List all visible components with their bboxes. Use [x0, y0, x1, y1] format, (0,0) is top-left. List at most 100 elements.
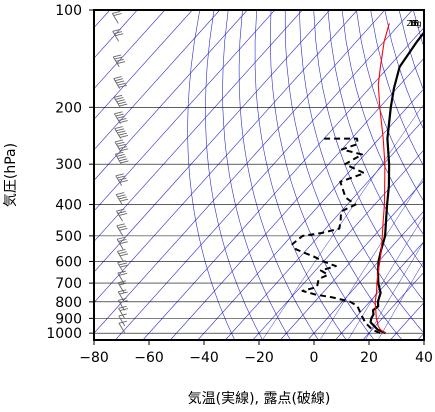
x-tick-label: 20 [360, 350, 378, 366]
mixing-ratio-label: 20g [406, 19, 421, 28]
isotherm-line [280, 179, 424, 340]
barb-feather [115, 173, 124, 177]
barb-staff [117, 272, 125, 284]
barb-feather [118, 177, 127, 181]
parcel-line [374, 23, 390, 334]
barb-feather [116, 141, 125, 145]
barb-feather [119, 291, 128, 295]
wind-barb [112, 54, 126, 68]
dry-adiabat-line [327, 10, 424, 269]
dry-adiabat-line [341, 10, 424, 236]
barb-feather [117, 260, 126, 264]
y-axis-title: 気圧(hPa) [3, 143, 19, 207]
barb-feather [115, 128, 125, 132]
isotherm-line [94, 10, 276, 212]
mixing-ratio-label: 10 [409, 19, 419, 28]
y-tick-label: 600 [55, 254, 82, 270]
barb-feather [117, 143, 126, 147]
reference-lines [94, 10, 435, 340]
barb-feather [113, 94, 123, 98]
barb-feather [118, 262, 128, 266]
dry-adiabat-line [356, 10, 424, 203]
barb-feather [119, 241, 128, 245]
barb-staff [116, 251, 124, 262]
isotherm-line [362, 271, 424, 340]
dry-adiabat-line [428, 10, 435, 340]
wind-barb [114, 139, 129, 153]
barb-feather [115, 33, 124, 37]
x-tick-label: −40 [189, 350, 219, 366]
barb-feather [116, 192, 125, 195]
barb-feather [117, 101, 127, 105]
barb-feather [112, 10, 121, 14]
isotherm-line [94, 10, 331, 273]
isotherm-line [335, 241, 424, 340]
barb-feather [117, 249, 126, 252]
isotherm-line [94, 10, 248, 181]
barb-feather [113, 54, 122, 58]
wind-barb [114, 111, 128, 125]
x-tick-label: −60 [134, 350, 164, 366]
barb-feather [119, 179, 128, 183]
isotherm-line [225, 118, 424, 340]
barb-feather [114, 111, 123, 115]
barb-staff [111, 13, 119, 24]
y-tick-label: 100 [55, 3, 82, 19]
wind-barb [114, 151, 129, 165]
x-axis-title: 気温(実線), 露点(破線) [188, 391, 331, 407]
x-tick-label: −20 [244, 350, 274, 366]
isotherm-line [94, 10, 193, 120]
barb-feather [116, 99, 125, 103]
y-tick-label: 400 [55, 198, 82, 214]
barb-feather [117, 194, 126, 198]
dry-adiabat-line [187, 10, 235, 340]
barb-feather [117, 156, 127, 160]
barb-feather [119, 227, 128, 231]
barb-feather [119, 282, 128, 286]
mixing-ratio-label: 5 [411, 19, 416, 28]
barb-feather [117, 280, 127, 284]
x-tick-label: 0 [310, 350, 319, 366]
isotherm-line [94, 10, 221, 151]
barb-feather [117, 82, 126, 86]
barb-staff [114, 141, 122, 153]
mixing-ratio-line [319, 176, 424, 340]
dry-adiabat-line [384, 10, 424, 131]
barb-staff [118, 300, 125, 311]
mixing-ratio-line [262, 103, 424, 340]
barb-feather [117, 61, 126, 64]
barb-feather [119, 198, 129, 202]
barb-staff [114, 128, 122, 139]
barb-feather [120, 160, 129, 164]
barb-feather [118, 84, 127, 88]
barb-feather [115, 113, 124, 117]
x-tick-label: 40 [415, 350, 433, 366]
barb-feather [119, 253, 129, 257]
barb-feather [116, 153, 125, 157]
dry-adiabat-line [238, 10, 319, 340]
barb-feather [119, 120, 128, 124]
barb-staff [113, 78, 121, 89]
barb-staff [113, 97, 121, 108]
barb-feather [118, 196, 127, 200]
barb-feather [113, 76, 122, 79]
isotherm-line [417, 332, 424, 340]
temperature-line [369, 30, 424, 335]
dry-adiabat-line [222, 10, 291, 340]
barb-feather [117, 130, 126, 134]
barb-feather [112, 28, 121, 32]
barb-feather [118, 239, 127, 242]
barb-feather [119, 213, 128, 216]
x-axis-ticks: −80 −60 −40 −20 0 20 40 [79, 340, 433, 366]
mixing-ratio-line [377, 260, 424, 340]
barb-staff [117, 282, 125, 294]
wind-barb [112, 28, 124, 42]
mixing-ratio-label: 1 [411, 19, 416, 28]
barb-staff [118, 308, 125, 319]
dry-adiabat-line [299, 10, 424, 334]
wind-barb [117, 280, 128, 294]
isotherm-line [94, 10, 303, 242]
mixing-ratio-line [365, 240, 424, 340]
